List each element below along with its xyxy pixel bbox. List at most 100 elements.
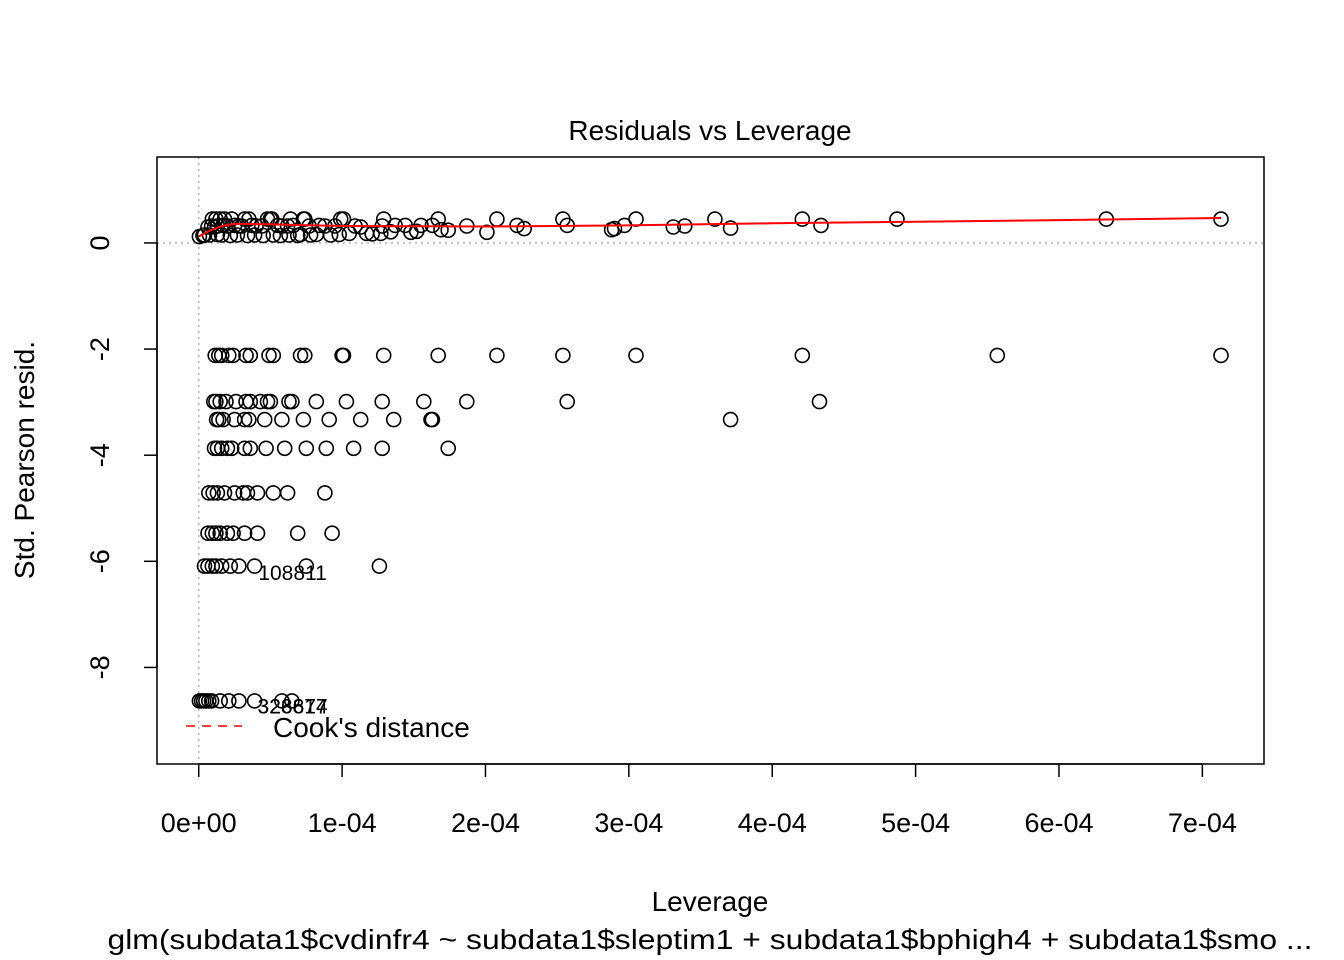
data-point	[261, 347, 277, 364]
x-axis: 0e+00 1e-04 2e-04 3e-04 4e-04 5e-04 6e-04 7e-04	[161, 763, 1237, 838]
data-point	[603, 221, 620, 238]
data-point	[272, 227, 289, 244]
data-point	[433, 221, 449, 238]
data-point	[209, 485, 226, 501]
data-point	[382, 224, 399, 240]
y-axis-label: Std. Pearson resid.	[9, 341, 40, 579]
data-points	[191, 211, 1229, 709]
y-tick-label: -6	[85, 549, 115, 573]
data-point	[219, 525, 236, 542]
data-point	[298, 558, 315, 574]
data-point	[276, 440, 293, 457]
x-tick-label: 3e-04	[594, 808, 663, 838]
data-point	[707, 211, 723, 227]
data-point	[258, 440, 274, 457]
model-formula-caption: glm(subdata1$cvdinfr4 ~ subdata1$sleptim…	[108, 924, 1313, 955]
data-point	[225, 347, 241, 364]
data-point	[246, 693, 263, 709]
legend-cooks-distance-label: Cook's distance	[273, 712, 470, 743]
data-point	[889, 211, 905, 227]
data-point	[231, 558, 247, 574]
y-tick-label: -2	[85, 337, 115, 361]
data-point	[335, 347, 352, 364]
y-tick-label: -8	[85, 655, 115, 679]
data-point	[212, 693, 228, 709]
x-tick-label: 7e-04	[1168, 808, 1237, 838]
data-point	[252, 393, 269, 410]
data-point	[265, 485, 282, 501]
data-point	[516, 220, 533, 237]
data-point	[284, 693, 300, 709]
data-point	[212, 393, 228, 410]
chart-title: Residuals vs Leverage	[568, 115, 851, 146]
data-point	[324, 525, 340, 542]
data-point	[374, 393, 391, 410]
x-tick-label: 1e-04	[308, 808, 377, 838]
data-point	[281, 227, 297, 243]
data-point	[274, 693, 290, 709]
data-point	[265, 227, 282, 243]
data-point	[222, 558, 239, 574]
plot-frame	[156, 156, 1265, 765]
data-point	[208, 525, 224, 542]
data-point	[302, 227, 319, 243]
data-point	[318, 440, 335, 457]
point-label: 323617	[258, 696, 328, 719]
data-point	[231, 693, 247, 709]
y-axis: 0 -2 -4 -6 -8	[85, 235, 158, 679]
data-point	[292, 226, 309, 243]
data-point	[489, 211, 505, 227]
data-point	[236, 525, 253, 542]
data-point	[555, 347, 571, 364]
data-point	[242, 347, 259, 364]
data-point	[249, 525, 266, 542]
data-point	[440, 440, 457, 457]
data-point	[813, 217, 829, 234]
data-point	[458, 393, 475, 410]
data-point	[338, 393, 355, 410]
data-point	[262, 393, 279, 410]
data-point	[236, 411, 253, 428]
x-axis-label: Leverage	[652, 886, 769, 917]
x-tick-label: 2e-04	[451, 808, 520, 838]
data-point	[722, 220, 739, 236]
data-point	[205, 485, 221, 501]
data-point	[440, 222, 457, 238]
data-point	[665, 219, 682, 235]
data-point	[229, 227, 246, 243]
data-point	[246, 227, 263, 243]
data-point	[274, 411, 290, 428]
data-point	[213, 227, 230, 243]
reference-lines	[157, 157, 1264, 764]
data-point	[1213, 211, 1229, 227]
data-point	[296, 347, 313, 364]
x-tick-label: 0e+00	[161, 808, 237, 838]
data-point	[322, 227, 339, 243]
data-point	[225, 525, 241, 542]
data-point	[265, 347, 282, 364]
x-tick-label: 4e-04	[738, 808, 807, 838]
data-point	[408, 223, 425, 240]
y-tick-label: -4	[85, 443, 115, 467]
smooth-line-layer	[198, 217, 1222, 238]
x-tick-label: 6e-04	[1024, 808, 1093, 838]
data-point	[989, 347, 1006, 364]
data-point	[219, 440, 236, 457]
data-point	[559, 393, 576, 410]
data-point	[722, 411, 739, 428]
data-point	[218, 393, 234, 410]
data-point	[246, 558, 263, 574]
legend: Cook's distance	[186, 712, 470, 743]
point-label: 326874	[258, 696, 328, 719]
data-point	[424, 411, 441, 428]
data-point	[415, 393, 432, 410]
data-point	[295, 411, 312, 428]
data-point	[211, 411, 227, 428]
data-point	[284, 393, 300, 410]
data-point	[289, 525, 306, 542]
data-point	[236, 440, 253, 457]
data-point	[292, 347, 309, 364]
x-tick-label: 5e-04	[881, 808, 950, 838]
